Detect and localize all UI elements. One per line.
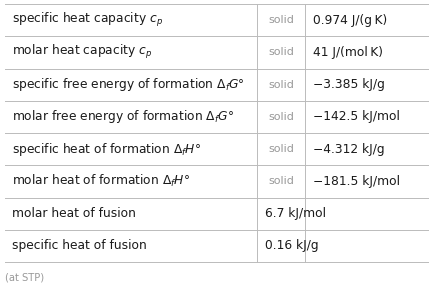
Text: solid: solid	[268, 48, 294, 57]
Text: 0.974 J/(g K): 0.974 J/(g K)	[313, 14, 388, 27]
Text: solid: solid	[268, 15, 294, 25]
Text: solid: solid	[268, 144, 294, 154]
Text: −142.5 kJ/mol: −142.5 kJ/mol	[313, 110, 400, 123]
Text: solid: solid	[268, 112, 294, 122]
Text: molar free energy of formation $\Delta_f G°$: molar free energy of formation $\Delta_f…	[12, 108, 234, 125]
Text: solid: solid	[268, 80, 294, 90]
Text: 0.16 kJ/g: 0.16 kJ/g	[265, 239, 318, 252]
Text: specific free energy of formation $\Delta_f G°$: specific free energy of formation $\Delt…	[12, 76, 245, 93]
Text: solid: solid	[268, 176, 294, 187]
Text: 6.7 kJ/mol: 6.7 kJ/mol	[265, 207, 326, 220]
Text: −3.385 kJ/g: −3.385 kJ/g	[313, 78, 385, 91]
Text: −181.5 kJ/mol: −181.5 kJ/mol	[313, 175, 401, 188]
Text: molar heat capacity $c_p$: molar heat capacity $c_p$	[12, 43, 152, 61]
Text: specific heat capacity $c_p$: specific heat capacity $c_p$	[12, 11, 163, 29]
Text: (at STP): (at STP)	[5, 272, 44, 282]
Text: −4.312 kJ/g: −4.312 kJ/g	[313, 143, 385, 156]
Text: 41 J/(mol K): 41 J/(mol K)	[313, 46, 383, 59]
Text: specific heat of fusion: specific heat of fusion	[12, 239, 147, 252]
Text: molar heat of fusion: molar heat of fusion	[12, 207, 136, 220]
Text: specific heat of formation $\Delta_f H°$: specific heat of formation $\Delta_f H°$	[12, 140, 201, 158]
Text: molar heat of formation $\Delta_f H°$: molar heat of formation $\Delta_f H°$	[12, 173, 190, 189]
